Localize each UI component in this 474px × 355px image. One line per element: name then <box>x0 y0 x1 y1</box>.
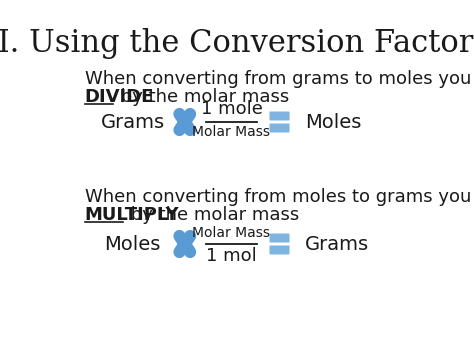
Text: 1 mol: 1 mol <box>206 247 257 265</box>
FancyBboxPatch shape <box>270 111 290 120</box>
Text: Moles: Moles <box>105 235 161 253</box>
Text: by the molar mass: by the molar mass <box>126 206 300 224</box>
Text: Grams: Grams <box>100 113 165 131</box>
FancyBboxPatch shape <box>270 124 290 132</box>
Text: III. Using the Conversion Factor: III. Using the Conversion Factor <box>0 28 474 59</box>
Text: When converting from grams to moles you must: When converting from grams to moles you … <box>85 70 474 88</box>
Text: DIVIDE: DIVIDE <box>85 88 154 106</box>
Text: Molar Mass: Molar Mass <box>192 226 271 240</box>
Text: by the molar mass: by the molar mass <box>115 88 289 106</box>
Text: When converting from moles to grams you must: When converting from moles to grams you … <box>85 188 474 206</box>
Text: MULTIPLY: MULTIPLY <box>85 206 179 224</box>
FancyBboxPatch shape <box>270 234 290 242</box>
Text: 1 mole: 1 mole <box>201 100 263 118</box>
Text: Grams: Grams <box>305 235 369 253</box>
Text: Moles: Moles <box>305 113 361 131</box>
FancyBboxPatch shape <box>270 246 290 255</box>
Text: Molar Mass: Molar Mass <box>192 125 271 139</box>
